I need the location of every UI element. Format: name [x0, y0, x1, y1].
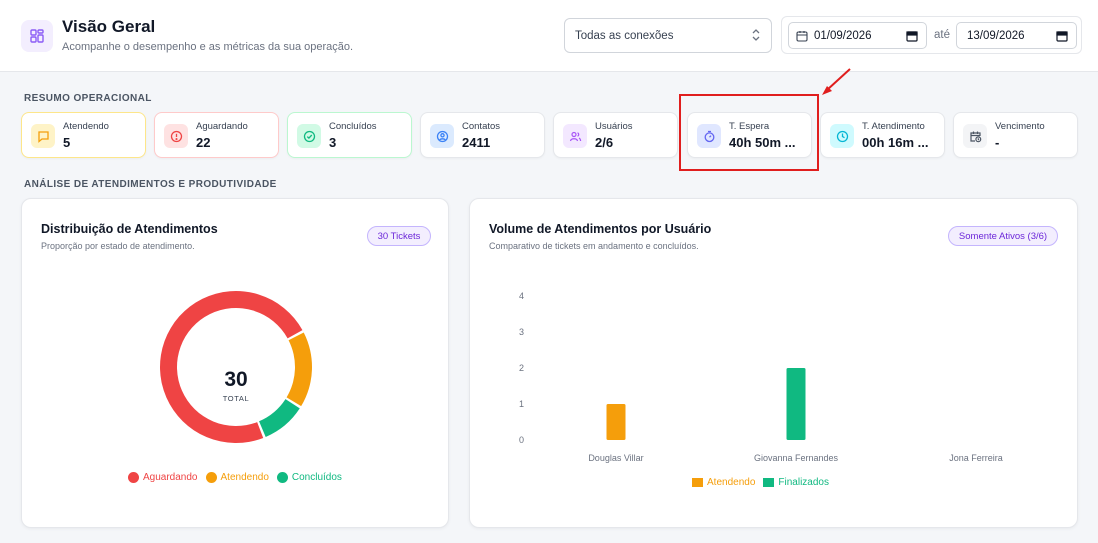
y-tick-label: 0 — [519, 435, 524, 445]
stat-card-vencimento[interactable]: Vencimento - — [953, 112, 1078, 158]
stat-label: Vencimento — [995, 121, 1045, 132]
calendar-icon — [796, 30, 808, 42]
date-separator: até — [934, 29, 950, 41]
chevron-updown-icon — [752, 29, 760, 41]
legend-item-aguardando[interactable]: Aguardando — [128, 472, 198, 483]
timer-icon — [697, 124, 721, 148]
alert-circle-icon — [164, 124, 188, 148]
annotation-arrow-icon — [822, 68, 851, 95]
calendar-clock-icon — [963, 124, 987, 148]
stat-value: 22 — [196, 135, 211, 150]
legend-item-atendendo[interactable]: Atendendo — [692, 477, 755, 488]
legend-label: Finalizados — [778, 477, 829, 488]
stat-value: 2411 — [462, 135, 491, 150]
bar-finalizados-1[interactable] — [786, 368, 806, 440]
volume-subtitle: Comparativo de tickets em andamento e co… — [489, 241, 699, 251]
legend-item-atendendo[interactable]: Atendendo — [205, 472, 269, 483]
legend-item-finalizados[interactable]: Finalizados — [763, 477, 829, 488]
users-icon — [563, 124, 587, 148]
stat-value: 5 — [63, 135, 71, 150]
donut-total-label: TOTAL — [223, 394, 249, 403]
highlight-annotation-box — [679, 94, 819, 171]
connection-select-value: Todas as conexões — [575, 29, 674, 42]
date-from-input[interactable]: 01/09/2026 — [788, 22, 927, 49]
stat-value: 2/6 — [595, 135, 614, 150]
check-circle-icon — [297, 124, 321, 148]
legend-label: Atendendo — [707, 477, 756, 488]
stat-card-usuarios[interactable]: Usuários 2/6 — [553, 112, 678, 158]
distribution-title: Distribuição de Atendimentos — [41, 222, 218, 236]
volume-panel: Volume de Atendimentos por Usuário Compa… — [469, 198, 1078, 528]
volume-title: Volume de Atendimentos por Usuário — [489, 222, 712, 236]
legend-item-concluidos[interactable]: Concluídos — [276, 472, 342, 483]
stat-label: Contatos — [462, 121, 501, 132]
donut-slice-atendendo[interactable] — [286, 332, 312, 407]
stat-value: - — [995, 135, 1000, 150]
connection-select[interactable]: Todas as conexões — [564, 18, 772, 53]
calendar-picker-icon[interactable] — [1056, 30, 1068, 42]
bar-atendendo-0[interactable] — [606, 404, 626, 440]
page-title: Visão Geral — [62, 17, 156, 36]
distribution-panel: Distribuição de Atendimentos Proporção p… — [21, 198, 449, 528]
donut-slice-concluídos[interactable] — [259, 399, 300, 437]
x-tick-label: Jona Ferreira — [949, 453, 1003, 463]
stat-value: 40h 50m ... — [729, 135, 796, 150]
legend-swatch — [763, 478, 775, 487]
section-analysis-label: ANÁLISE DE ATENDIMENTOS E PRODUTIVIDADE — [24, 179, 277, 190]
donut-total: 30 — [224, 368, 247, 391]
user-circle-icon — [430, 124, 454, 148]
stat-card-tempo-espera[interactable]: T. Espera 40h 50m ... — [687, 112, 812, 158]
legend-swatch — [205, 472, 217, 483]
grid-icon — [21, 20, 53, 52]
stat-card-atendendo[interactable]: Atendendo 5 — [21, 112, 146, 158]
date-from-value: 01/09/2026 — [814, 29, 872, 42]
x-tick-label: Giovanna Fernandes — [754, 453, 839, 463]
legend-label: Concluídos — [291, 472, 342, 483]
tickets-badge: 30 Tickets — [367, 226, 431, 246]
stat-label: Atendendo — [63, 121, 109, 132]
date-to-value: 13/09/2026 — [967, 29, 1025, 42]
distribution-subtitle: Proporção por estado de atendimento. — [41, 241, 195, 251]
legend-swatch — [692, 478, 703, 487]
stat-card-contatos[interactable]: Contatos 2411 — [420, 112, 545, 158]
page-header: Visão Geral Acompanhe o desempenho e as … — [0, 0, 1098, 72]
date-to-input[interactable]: 13/09/2026 — [956, 22, 1077, 49]
legend-swatch — [276, 472, 288, 483]
bar-chart: 0 1 2 3 4 Douglas Villar Giovanna Fernandes Jo… — [519, 291, 1003, 463]
legend-swatch — [128, 472, 139, 483]
x-tick-label: Douglas Villar — [588, 453, 643, 463]
donut-legend: Aguardando Atendendo Concluídos — [128, 472, 350, 483]
stat-label: Usuários — [595, 121, 633, 132]
stat-label: T. Atendimento — [862, 121, 925, 132]
y-tick-label: 1 — [519, 399, 524, 409]
legend-label: Atendendo — [220, 472, 269, 483]
bar-legend: Atendendo Finalizados — [692, 477, 837, 488]
y-tick-label: 4 — [519, 291, 524, 301]
page-subtitle: Acompanhe o desempenho e as métricas da … — [62, 41, 354, 53]
stat-label: T. Espera — [729, 121, 770, 132]
stat-card-aguardando[interactable]: Aguardando 22 — [154, 112, 279, 158]
stat-value: 00h 16m ... — [862, 135, 929, 150]
stat-card-tempo-atendimento[interactable]: T. Atendimento 00h 16m ... — [820, 112, 945, 158]
date-range: 01/09/2026 até 13/09/2026 — [781, 16, 1082, 54]
clock-icon — [830, 124, 854, 148]
message-icon — [31, 124, 55, 148]
stat-label: Aguardando — [196, 121, 248, 132]
legend-label: Aguardando — [143, 472, 198, 483]
y-tick-label: 3 — [519, 327, 524, 337]
donut-chart: 30 TOTAL — [160, 291, 312, 443]
calendar-picker-icon[interactable] — [906, 30, 918, 42]
stat-card-concluidos[interactable]: Concluídos 3 — [287, 112, 412, 158]
stat-value: 3 — [329, 135, 337, 150]
stat-label: Concluídos — [329, 121, 377, 132]
active-users-badge: Somente Ativos (3/6) — [948, 226, 1058, 246]
y-tick-label: 2 — [519, 363, 524, 373]
section-summary-label: RESUMO OPERACIONAL — [24, 93, 152, 104]
